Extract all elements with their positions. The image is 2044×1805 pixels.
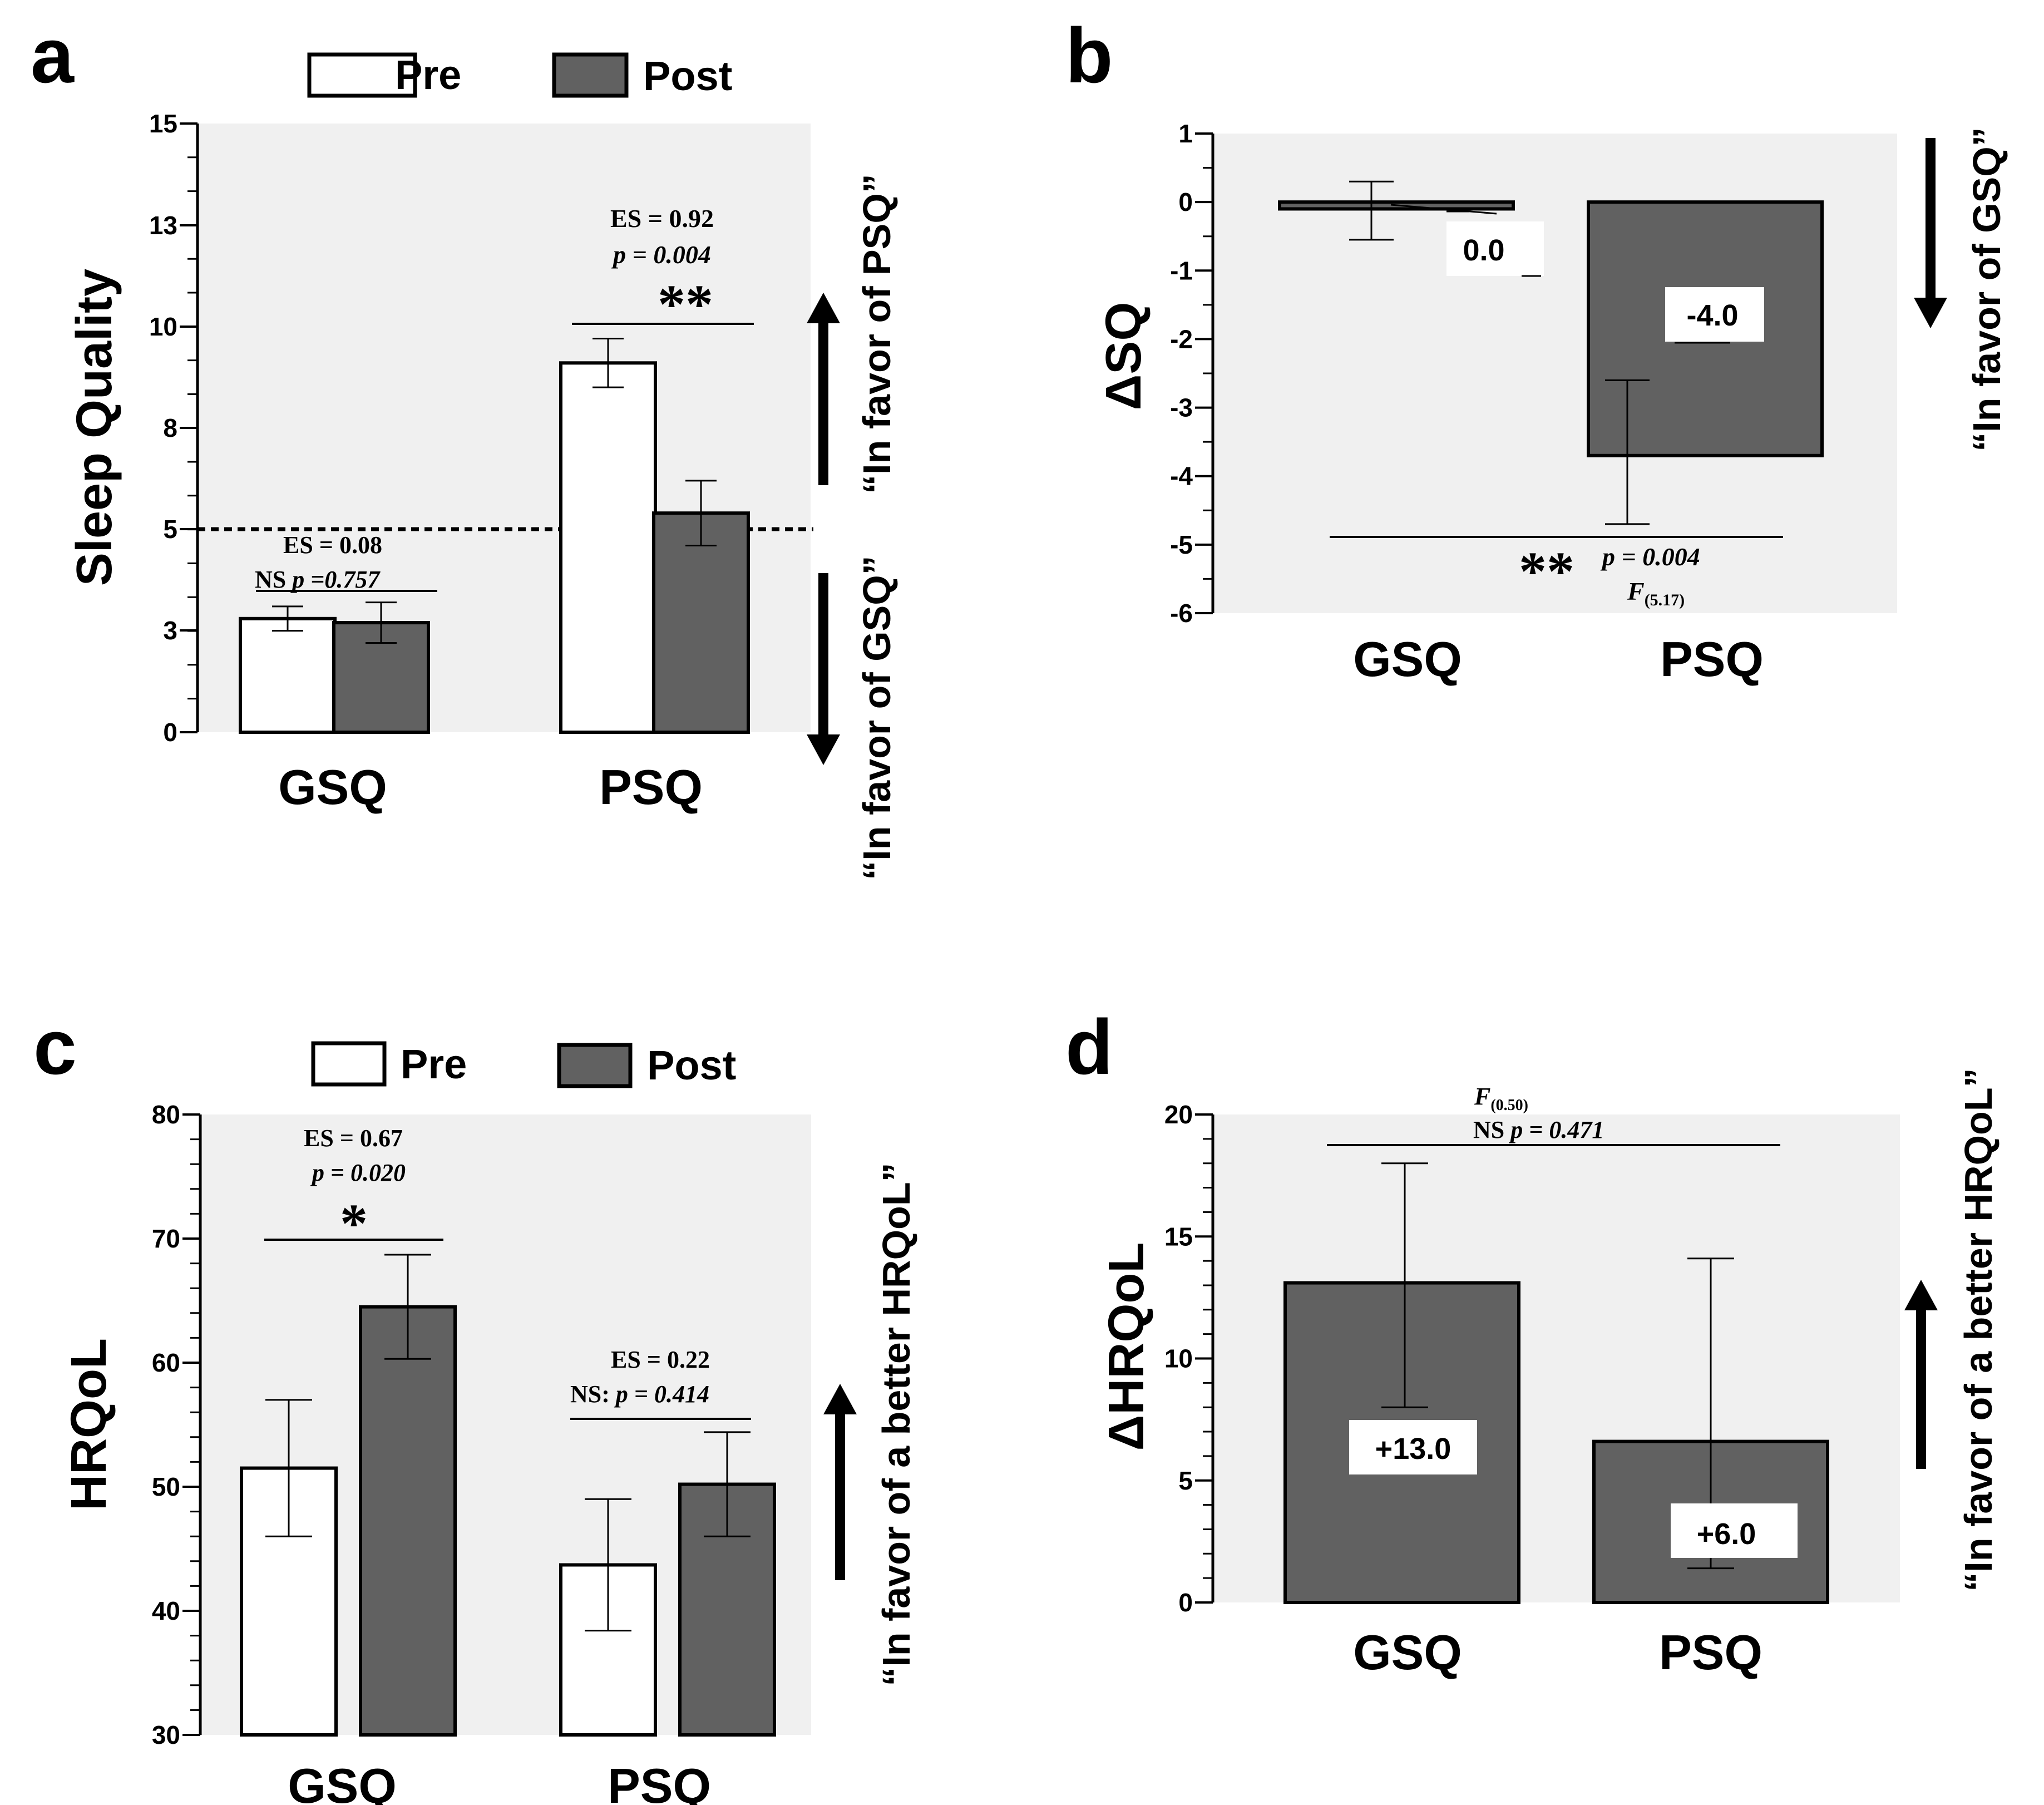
panel-d-stat: NS p = 0.471 xyxy=(1473,1116,1604,1143)
panel-a-y-axis-tick-label: 5 xyxy=(163,515,177,544)
panel-c-y-axis-tick-label: 50 xyxy=(152,1472,180,1501)
panel-d-label-box-psq xyxy=(1671,1503,1798,1558)
panel-c-legend-pre-label: Pre xyxy=(401,1041,467,1087)
panel-b-y-axis-tick-label: -3 xyxy=(1170,393,1193,422)
panel-a-y-label: Sleep Quality xyxy=(67,269,122,586)
panel-c-arrow-up-head xyxy=(823,1384,857,1414)
panel-b-y-axis-tick-label: -4 xyxy=(1170,462,1193,491)
panel-a-arrow-up-head xyxy=(807,293,840,323)
panel-b-y-label: ΔSQ xyxy=(1096,302,1152,411)
panel-c-legend-post-swatch xyxy=(557,1043,633,1088)
panel-a-y-axis-tick-label: 8 xyxy=(163,413,177,442)
panel-c-y-axis-tick-label: 70 xyxy=(152,1224,180,1253)
panel-a-x-label-gsq: GSQ xyxy=(278,760,387,815)
panel-a-psq-p: p = 0.004 xyxy=(611,240,711,269)
panel-d-x-label-psq: PSQ xyxy=(1659,1625,1762,1680)
panel-d-y-axis-tick-label: 0 xyxy=(1178,1588,1193,1617)
panel-a-gsq-stat: NS p =0.757 xyxy=(255,566,381,593)
panel-a-y-axis-tick-label: 15 xyxy=(149,109,177,138)
panel-d-label-box-gsq xyxy=(1349,1420,1477,1474)
panel-b-y-axis-tick-label: 1 xyxy=(1178,119,1193,148)
panel-c-x-label-psq: PSQ xyxy=(608,1758,711,1805)
panel-a-y-axis-tick-label: 0 xyxy=(163,718,177,747)
panel-b-label-box-psq xyxy=(1665,287,1764,342)
panel-b-p: p = 0.004 xyxy=(1600,543,1700,571)
panel-b-label-leader-gsq-3 xyxy=(1390,204,1497,215)
panel-a-legend-pre-label: Pre xyxy=(395,52,461,98)
panel-a-psq-stars: ** xyxy=(658,273,713,335)
panel-b-stars: ** xyxy=(1519,540,1574,602)
panel-c-y-label: HRQoL xyxy=(61,1338,117,1511)
panel-c-legend-pre-swatch xyxy=(311,1041,387,1087)
panel-c-psq-stat: NS: p = 0.414 xyxy=(570,1380,709,1408)
panel-a-gsq-es: ES = 0.08 xyxy=(283,531,382,559)
panel-a-psq-es: ES = 0.92 xyxy=(610,204,714,233)
panel-b-value-label-gsq: 0.0 xyxy=(1463,234,1504,267)
panel-b-y-axis-tick-label: -2 xyxy=(1170,324,1193,353)
panel-a-legend-pre-swatch xyxy=(307,52,417,98)
panel-c-y-axis-tick-label: 80 xyxy=(152,1100,180,1129)
panel-a-bar-pre-gsq xyxy=(239,617,337,734)
panel-d-y-label: ΔHRQoL xyxy=(1099,1242,1154,1451)
panel-b-y-axis-tick-label: -6 xyxy=(1170,599,1193,628)
panel-a-bar-pre-psq xyxy=(559,361,657,734)
panel-a-legend-post-label: Post xyxy=(643,53,732,99)
panel-c-psq-es: ES = 0.22 xyxy=(611,1346,710,1373)
panel-c-gsq-p: p = 0.020 xyxy=(310,1159,406,1186)
panel-d-arrow-label: “In favor of a better HRQoL” xyxy=(1957,1068,2000,1591)
panel-a-legend-post-swatch xyxy=(552,52,629,98)
panel-a-y-axis-tick-label: 3 xyxy=(163,616,177,645)
panel-d-y-axis-tick-label: 5 xyxy=(1178,1466,1193,1495)
panel-a-y-axis-tick-label: 10 xyxy=(149,312,177,341)
panel-c-letter: c xyxy=(33,1003,77,1091)
panel-a-bar-post-psq xyxy=(652,511,750,734)
panel-c-arrow-label: “In favor of a better HRQoL” xyxy=(875,1162,918,1686)
panel-b-label-box-gsq xyxy=(1446,221,1544,276)
panel-c-y-axis-tick-label: 30 xyxy=(152,1720,180,1749)
panel-c-bar-post-gsq xyxy=(359,1305,457,1737)
panel-a-x-label-psq: PSQ xyxy=(599,760,703,815)
panel-b-letter: b xyxy=(1065,12,1113,99)
panel-c-y-axis-tick-label: 60 xyxy=(152,1348,180,1377)
panel-d-y-axis-tick-label: 20 xyxy=(1164,1100,1193,1129)
panel-d-arrow-up-head xyxy=(1904,1280,1938,1310)
panel-a-letter: a xyxy=(31,12,75,99)
panel-b-y-axis-tick-label: 0 xyxy=(1178,188,1193,216)
panel-c-gsq-es: ES = 0.67 xyxy=(304,1125,403,1152)
panel-a-arrow-up-label: “In favor of PSQ” xyxy=(855,174,898,494)
panel-b-y-axis-tick-label: -1 xyxy=(1170,256,1193,285)
panel-c-gsq-stars: * xyxy=(340,1192,368,1254)
panel-a-arrow-down-label: “In favor of GSQ” xyxy=(855,555,898,880)
panel-d-f: F(0.50) xyxy=(1474,1083,1528,1114)
panel-d-value-label-gsq: +13.0 xyxy=(1375,1432,1451,1466)
panel-b-y-axis-tick-label: -5 xyxy=(1170,530,1193,559)
panel-b-f: F(5.17) xyxy=(1627,577,1685,609)
panel-c-legend-post-label: Post xyxy=(647,1042,736,1088)
panel-c-x-label-gsq: GSQ xyxy=(288,1758,397,1805)
panel-b-arrow-down-head xyxy=(1914,298,1947,328)
panel-d-letter: d xyxy=(1065,1003,1113,1091)
panel-d-x-label-gsq: GSQ xyxy=(1353,1625,1462,1680)
panel-a-arrow-down-head xyxy=(807,734,840,765)
panel-d-y-axis-tick-label: 10 xyxy=(1164,1344,1193,1373)
panel-b-value-label-psq: -4.0 xyxy=(1686,299,1738,332)
panel-b-x-label-psq: PSQ xyxy=(1660,632,1764,687)
panel-d-y-axis-tick-label: 15 xyxy=(1164,1222,1193,1251)
panel-b-arrow-label: “In favor of GSQ” xyxy=(1965,127,2008,451)
panel-b-x-label-gsq: GSQ xyxy=(1353,632,1462,687)
panel-a-y-axis-tick-label: 13 xyxy=(149,211,177,240)
panel-c-y-axis-tick-label: 40 xyxy=(152,1596,180,1625)
panel-d-value-label-psq: +6.0 xyxy=(1697,1517,1756,1551)
